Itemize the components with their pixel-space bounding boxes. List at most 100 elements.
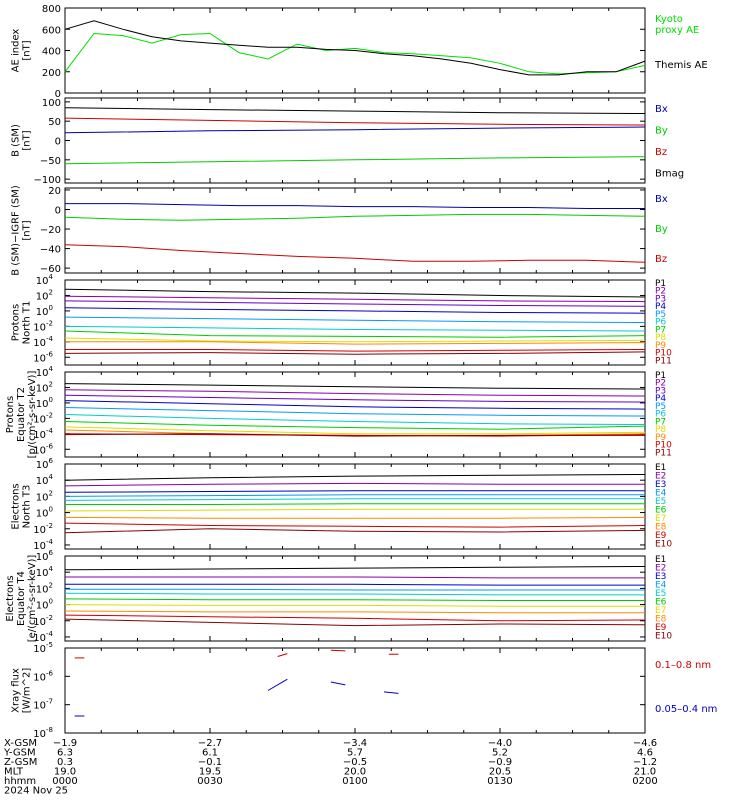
panel-6-ytick-label: 106 bbox=[36, 549, 54, 563]
ytick-exponent: -6 bbox=[46, 442, 54, 450]
panel-3-series-1-line bbox=[64, 295, 646, 303]
panel-5-legend-8: E9 bbox=[655, 531, 667, 541]
xaxis-row-label: Z-GSM bbox=[4, 757, 37, 768]
panel-3-series-3-line bbox=[64, 307, 646, 314]
panel-3-legend-0: P1 bbox=[655, 279, 666, 289]
ytick-exponent: 0 bbox=[49, 396, 53, 404]
ytick-exponent: -2 bbox=[46, 522, 53, 530]
panel-5-frame bbox=[64, 463, 646, 550]
xaxis-row-label: MLT bbox=[4, 767, 24, 778]
panel-3-series-5-line bbox=[64, 325, 646, 332]
panel-2-series-2-line bbox=[64, 244, 646, 263]
panel-5-series-0-line bbox=[64, 474, 646, 481]
panel-2-series-0-line bbox=[65, 203, 645, 209]
panel-3-ytick-label: 10-2 bbox=[33, 319, 53, 333]
panel-3-legend-4: P5 bbox=[655, 310, 666, 320]
panel-3-ytick-label: 10-6 bbox=[33, 350, 53, 364]
panel-6-legend-1: E2 bbox=[655, 564, 666, 574]
panel-3-ytick-label: 10-4 bbox=[33, 335, 53, 349]
panel-3-series-9-line bbox=[65, 349, 646, 352]
panel-7-series-0-segment bbox=[330, 649, 346, 652]
panel-2-ytick-label: −20 bbox=[40, 225, 61, 236]
panel-5-ytick-label: 10-2 bbox=[33, 522, 53, 536]
panel-1-ylabel: B (SM) bbox=[11, 124, 22, 157]
panel-5-series-5-line bbox=[65, 503, 645, 505]
panel-7-legend-0: 0.1–0.8 nm bbox=[655, 660, 711, 671]
panel-4-ytick-label: 104 bbox=[36, 365, 54, 379]
xaxis-row-value: 6.1 bbox=[202, 748, 218, 759]
panel-5-ylabel: North T3 bbox=[22, 485, 33, 529]
ytick-exponent: 0 bbox=[49, 598, 53, 606]
xaxis-row-value: −4.0 bbox=[488, 738, 512, 749]
panel-1-legend-0: Bx bbox=[655, 104, 668, 115]
panel-6-series-4-line bbox=[64, 592, 645, 596]
panel-3-series-7-line bbox=[64, 337, 646, 343]
panel-5-legend-3: E4 bbox=[655, 489, 667, 499]
panel-0-ylabel: AE index bbox=[11, 29, 22, 73]
panel-6-legend-6: E7 bbox=[655, 606, 666, 616]
panel-3-series-2-line bbox=[64, 300, 646, 307]
panel-6-series-8-line bbox=[64, 614, 646, 622]
panel-0-legend-0: proxy AE bbox=[655, 25, 699, 36]
panel-4-series-5-line bbox=[64, 414, 646, 425]
panel-4-series-10-line bbox=[64, 433, 645, 437]
panel-3-series-10-line bbox=[64, 351, 646, 355]
xaxis-row-label: Y-GSM bbox=[3, 748, 36, 759]
panel-3-ytick-label: 104 bbox=[36, 273, 54, 287]
panel-5-series-9-line bbox=[64, 528, 646, 534]
xaxis-row-value: 0000 bbox=[52, 776, 77, 787]
panel-5-series-6-line bbox=[64, 508, 645, 512]
panel-4-legend-5: P6 bbox=[655, 410, 666, 420]
xaxis-row-value: 5.2 bbox=[492, 748, 508, 759]
panel-6-series-7-line bbox=[64, 610, 645, 614]
panel-1-legend-3: Bmag bbox=[655, 168, 684, 179]
panel-1-series-3-line bbox=[64, 107, 646, 114]
panel-3-legend-9: P10 bbox=[655, 349, 672, 359]
xaxis-row-value: 0.3 bbox=[57, 757, 73, 768]
panel-4-legend-4: P5 bbox=[655, 402, 666, 412]
panel-4-series-2-line bbox=[64, 394, 646, 403]
panel-7-ytick-label: 10-5 bbox=[33, 641, 53, 655]
ytick-exponent: 2 bbox=[49, 380, 53, 388]
panel-3-legend-10: P11 bbox=[655, 356, 672, 366]
ytick-exponent: -6 bbox=[46, 350, 54, 358]
xaxis-row-value: 4.6 bbox=[637, 748, 653, 759]
xaxis-row-value: −0.5 bbox=[343, 757, 367, 768]
panel-7-ytick-label: 10-7 bbox=[33, 698, 53, 712]
ytick-exponent: -2 bbox=[46, 319, 53, 327]
panel-5-series-8-line bbox=[64, 522, 646, 528]
xaxis-row-value: 0130 bbox=[487, 776, 512, 787]
xaxis-row-label: X-GSM bbox=[4, 738, 37, 749]
ytick-exponent: -4 bbox=[46, 538, 54, 546]
xaxis-row-value: 5.7 bbox=[347, 748, 363, 759]
ytick-exponent: 0 bbox=[49, 304, 53, 312]
panel-4-series-1-line bbox=[64, 389, 646, 397]
xaxis-row-label: hhmm bbox=[4, 776, 36, 787]
xaxis-row-value: 21.0 bbox=[634, 767, 656, 778]
ytick-exponent: -6 bbox=[46, 669, 54, 677]
panel-3-legend-8: P9 bbox=[655, 341, 666, 351]
panel-0-series-1-line bbox=[64, 20, 646, 76]
panel-1-legend-1: By bbox=[655, 125, 668, 136]
ytick-exponent: -4 bbox=[46, 335, 54, 343]
panel-5-ytick-label: 100 bbox=[36, 506, 53, 520]
ytick-exponent: -8 bbox=[46, 726, 53, 734]
panel-3-ytick-label: 100 bbox=[36, 304, 53, 318]
panel-1-ytick-label: −50 bbox=[40, 156, 61, 167]
panel-0-ytick-label: 400 bbox=[42, 47, 61, 58]
panel-5-ylabel: Electrons bbox=[11, 483, 22, 529]
panel-3-legend-6: P7 bbox=[655, 325, 666, 335]
panel-6-legend-5: E6 bbox=[655, 598, 667, 608]
panel-4-legend-7: P8 bbox=[655, 425, 666, 435]
panel-6-series-1-line bbox=[65, 576, 645, 579]
panel-2-legend-1: By bbox=[655, 224, 668, 235]
panel-2-ylabel: [nT] bbox=[22, 220, 33, 240]
panel-6-legend-4: E5 bbox=[655, 589, 666, 599]
panel-4-legend-9: P10 bbox=[655, 441, 672, 451]
panel-4-legend-10: P11 bbox=[655, 448, 672, 458]
xaxis-row-value: 0030 bbox=[197, 776, 222, 787]
panel-3-ylabel: Protons bbox=[11, 304, 22, 341]
panel-0-ytick-label: 800 bbox=[42, 4, 61, 15]
panel-0-legend-1: Themis AE bbox=[654, 60, 708, 71]
